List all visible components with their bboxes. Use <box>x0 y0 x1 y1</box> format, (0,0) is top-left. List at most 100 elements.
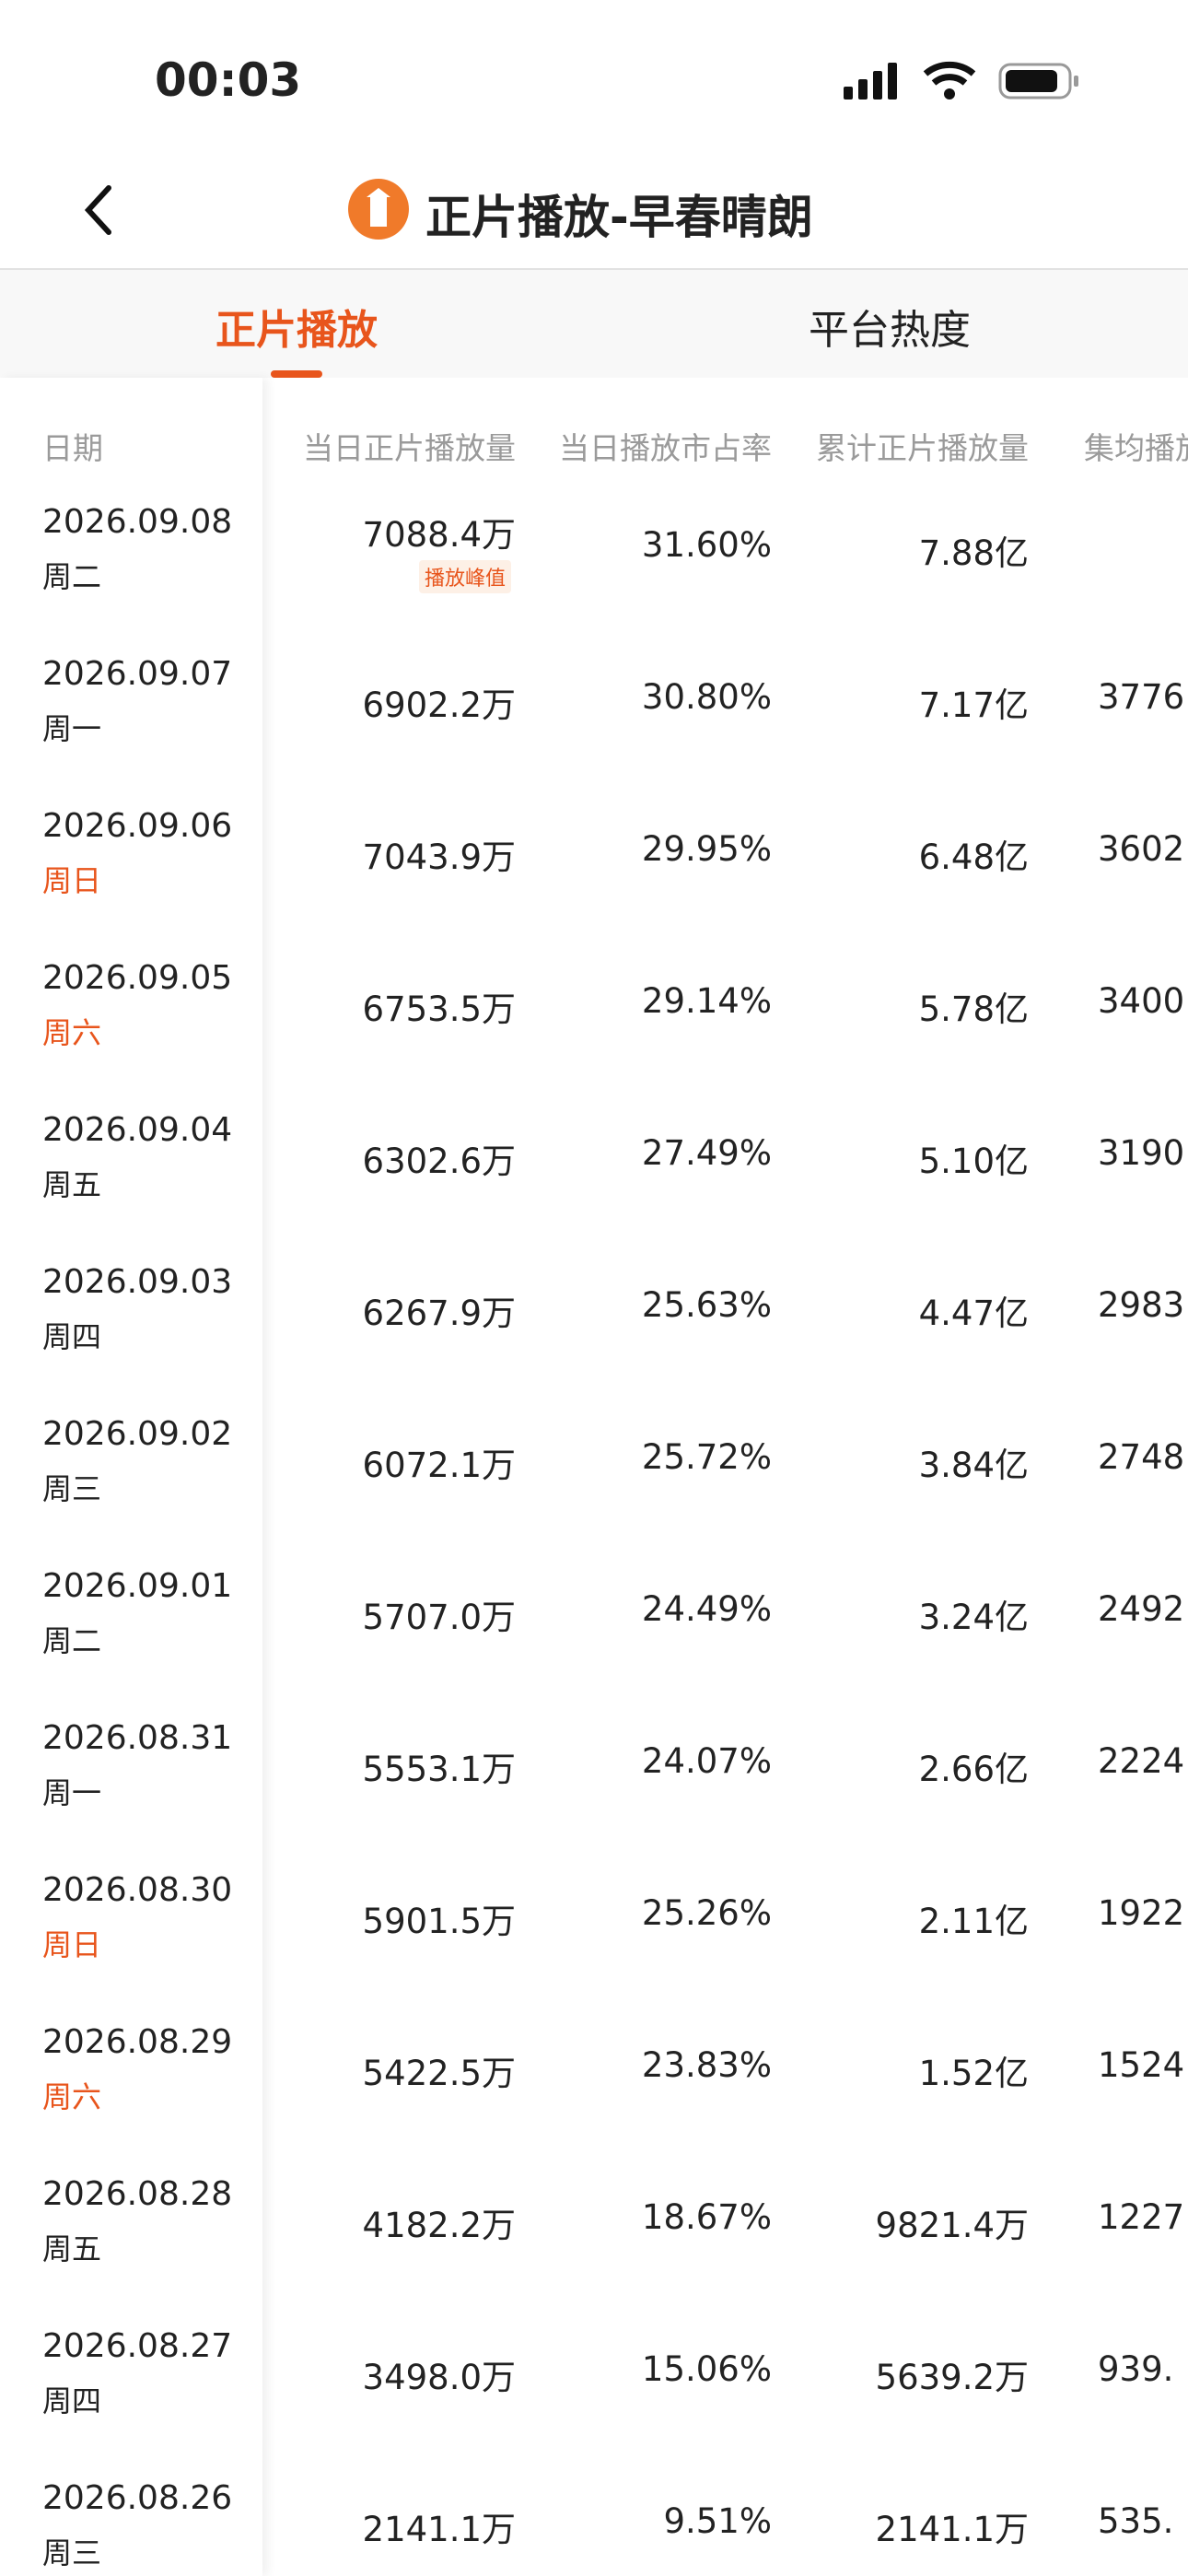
weekday: 周日 <box>42 1927 102 1962</box>
weekday: 周二 <box>42 559 102 594</box>
market-share: 15.06% <box>641 2349 772 2389</box>
weekday: 周一 <box>42 1775 102 1810</box>
tab[interactable]: 平台热度 <box>809 307 971 354</box>
date: 2026.08.27 <box>42 2327 233 2365</box>
avg-plays: 1922. <box>1098 1893 1188 1933</box>
market-share: 29.14% <box>641 981 772 1021</box>
date: 2026.08.31 <box>42 1719 233 1757</box>
column-header: 日期 <box>42 430 103 466</box>
date: 2026.09.01 <box>42 1567 233 1605</box>
market-share: 18.67% <box>641 2197 772 2237</box>
avg-plays: 535. <box>1098 2501 1174 2541</box>
market-share: 27.49% <box>641 1133 772 1173</box>
cumulative-plays: 9821.4万 <box>875 2206 1029 2245</box>
cumulative-plays: 6.48亿 <box>918 837 1029 877</box>
tab-bar <box>0 270 1188 378</box>
daily-plays: 6267.9万 <box>362 1294 516 1333</box>
daily-plays: 5707.0万 <box>362 1598 516 1637</box>
date: 2026.09.08 <box>42 503 233 541</box>
market-share: 25.26% <box>641 1893 772 1933</box>
cumulative-plays: 3.84亿 <box>918 1446 1029 1485</box>
avg-plays: 2492. <box>1098 1589 1188 1629</box>
avg-plays: 3602. <box>1098 829 1188 869</box>
page-title: 正片播放-早春晴朗 <box>425 191 813 244</box>
date: 2026.09.02 <box>42 1415 233 1453</box>
avg-plays: 1227. <box>1098 2197 1188 2237</box>
market-share: 25.72% <box>641 1437 772 1477</box>
status-time: 00:03 <box>155 53 302 107</box>
daily-plays: 2141.1万 <box>362 2510 516 2549</box>
peak-badge: 播放峰值 <box>419 560 512 593</box>
date: 2026.09.06 <box>42 807 233 845</box>
cumulative-plays: 5.10亿 <box>918 1142 1029 1181</box>
avg-plays: 3400. <box>1098 981 1188 1021</box>
market-share: 24.49% <box>641 1589 772 1629</box>
daily-plays: 6753.5万 <box>362 989 516 1029</box>
cumulative-plays: 1.52亿 <box>918 2054 1029 2093</box>
weekday: 周六 <box>42 2079 102 2114</box>
cumulative-plays: 4.47亿 <box>918 1294 1029 1333</box>
weekday: 周六 <box>42 1015 102 1050</box>
avg-plays: 3190. <box>1098 1133 1188 1173</box>
avg-plays: 3776. <box>1098 677 1188 717</box>
tab[interactable]: 正片播放 <box>215 307 378 354</box>
market-share: 30.80% <box>641 677 772 717</box>
avg-plays: 2748. <box>1098 1437 1188 1477</box>
market-share: 31.60% <box>641 525 772 565</box>
cumulative-plays: 5639.2万 <box>875 2358 1029 2397</box>
market-share: 25.63% <box>641 1285 772 1325</box>
avg-plays: 2224. <box>1098 1741 1188 1781</box>
date: 2026.09.05 <box>42 959 233 997</box>
market-share: 9.51% <box>663 2501 772 2541</box>
daily-plays: 4182.2万 <box>362 2206 516 2245</box>
avg-plays: 939. <box>1098 2349 1174 2389</box>
market-share: 24.07% <box>641 1741 772 1781</box>
cumulative-plays: 3.24亿 <box>918 1598 1029 1637</box>
date: 2026.09.03 <box>42 1263 233 1301</box>
weekday: 周四 <box>42 2383 102 2418</box>
weekday: 周三 <box>42 2535 102 2570</box>
back-button[interactable] <box>81 182 114 238</box>
cumulative-plays: 2.66亿 <box>918 1750 1029 1789</box>
date: 2026.09.07 <box>42 655 233 693</box>
avg-plays: 1524. <box>1098 2045 1188 2085</box>
daily-plays: 6302.6万 <box>362 1142 516 1181</box>
daily-plays: 6902.2万 <box>362 685 516 725</box>
weekday: 周一 <box>42 711 102 746</box>
weekday: 周二 <box>42 1623 102 1658</box>
weekday: 周日 <box>42 863 102 898</box>
avg-plays: 2983. <box>1098 1285 1188 1325</box>
cumulative-plays: 7.88亿 <box>918 533 1029 573</box>
date-column-shadow <box>0 378 262 2576</box>
date: 2026.08.30 <box>42 1871 233 1909</box>
daily-plays: 7088.4万 <box>362 515 516 555</box>
cumulative-plays: 2.11亿 <box>918 1902 1029 1941</box>
weekday: 周五 <box>42 1167 102 1202</box>
cumulative-plays: 2141.1万 <box>875 2510 1029 2549</box>
weekday: 周三 <box>42 1471 102 1506</box>
column-header: 当日正片播放量 <box>303 430 516 466</box>
daily-plays: 3498.0万 <box>362 2358 516 2397</box>
date: 2026.08.29 <box>42 2023 233 2061</box>
date: 2026.08.26 <box>42 2479 233 2517</box>
cumulative-plays: 5.78亿 <box>918 989 1029 1029</box>
divider <box>0 268 1188 270</box>
weekday: 周五 <box>42 2231 102 2266</box>
weekday: 周四 <box>42 1319 102 1354</box>
column-header: 当日播放市占率 <box>559 430 772 466</box>
column-header: 集均播放 <box>1084 430 1188 466</box>
cumulative-plays: 7.17亿 <box>918 685 1029 725</box>
tab-indicator <box>271 370 322 378</box>
date: 2026.08.28 <box>42 2175 233 2213</box>
daily-plays: 5422.5万 <box>362 2054 516 2093</box>
status-icons <box>844 61 1078 100</box>
daily-plays: 5553.1万 <box>362 1750 516 1789</box>
daily-plays: 5901.5万 <box>362 1902 516 1941</box>
date: 2026.09.04 <box>42 1111 233 1149</box>
market-share: 23.83% <box>641 2045 772 2085</box>
market-share: 29.95% <box>641 829 772 869</box>
column-header: 累计正片播放量 <box>816 430 1029 466</box>
daily-plays: 7043.9万 <box>362 837 516 877</box>
daily-plays: 6072.1万 <box>362 1446 516 1485</box>
